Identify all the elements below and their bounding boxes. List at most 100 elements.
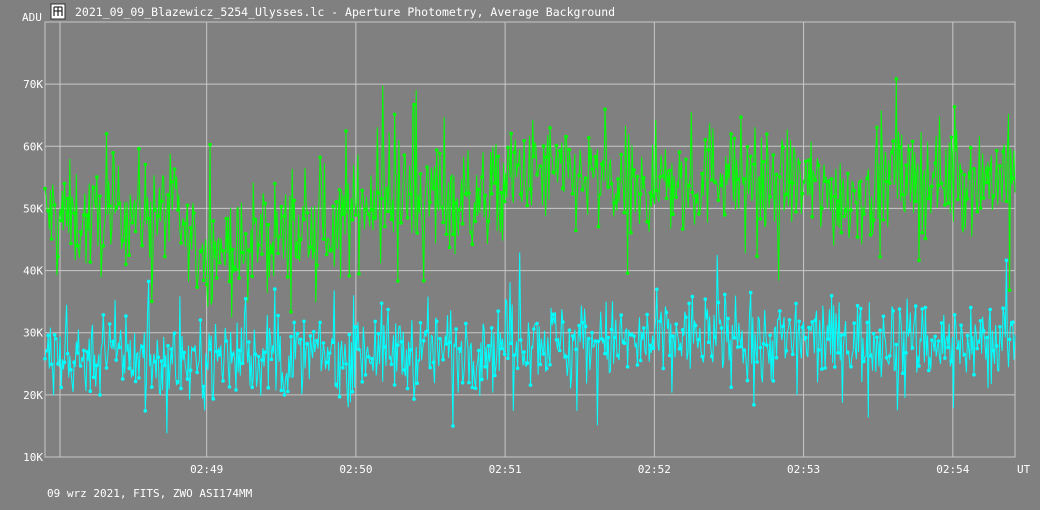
data-point bbox=[428, 365, 433, 370]
data-point bbox=[781, 324, 785, 329]
data-point bbox=[726, 164, 730, 168]
data-point bbox=[564, 134, 568, 139]
data-point bbox=[933, 334, 937, 339]
data-point bbox=[823, 179, 827, 184]
y-tick-label: 30K bbox=[23, 327, 43, 340]
data-point bbox=[541, 144, 546, 148]
data-point bbox=[107, 322, 112, 326]
data-point bbox=[256, 354, 261, 359]
data-point bbox=[994, 344, 999, 348]
data-point bbox=[723, 212, 727, 217]
data-point bbox=[593, 339, 598, 343]
data-point bbox=[65, 351, 70, 356]
data-point bbox=[612, 335, 617, 340]
data-point bbox=[858, 179, 863, 184]
data-point bbox=[981, 196, 986, 200]
data-point bbox=[667, 168, 672, 173]
data-point bbox=[418, 321, 423, 325]
footer-info: 09 wrz 2021, FITS, ZWO ASI174MM bbox=[47, 487, 253, 500]
data-point bbox=[353, 213, 358, 217]
data-point bbox=[732, 136, 737, 141]
data-point bbox=[667, 353, 672, 358]
data-point bbox=[897, 307, 902, 311]
data-point bbox=[548, 363, 552, 367]
data-point bbox=[732, 336, 737, 340]
data-point bbox=[441, 357, 445, 362]
data-point bbox=[318, 320, 322, 325]
data-point bbox=[710, 354, 714, 359]
data-point bbox=[486, 219, 491, 224]
data-point bbox=[871, 331, 876, 336]
data-point bbox=[829, 294, 834, 298]
plot-frame bbox=[44, 21, 1016, 458]
data-point bbox=[454, 327, 458, 331]
data-point bbox=[159, 199, 164, 204]
data-point bbox=[739, 115, 743, 119]
data-point bbox=[473, 219, 478, 224]
data-point bbox=[690, 190, 695, 195]
data-point bbox=[522, 350, 526, 354]
data-point bbox=[460, 222, 465, 226]
data-point bbox=[962, 352, 967, 357]
data-point bbox=[470, 385, 475, 390]
data-point bbox=[752, 162, 756, 167]
data-point bbox=[224, 216, 229, 221]
data-point bbox=[344, 129, 348, 133]
data-point bbox=[522, 139, 526, 143]
data-point bbox=[91, 185, 96, 190]
data-point bbox=[862, 212, 866, 216]
data-point bbox=[606, 335, 610, 340]
data-point bbox=[431, 187, 436, 191]
data-point bbox=[800, 191, 805, 196]
data-point bbox=[635, 174, 640, 179]
data-point bbox=[172, 167, 177, 171]
x-tick-label: 02:51 bbox=[489, 463, 522, 476]
data-point bbox=[784, 349, 789, 353]
data-point bbox=[347, 332, 352, 337]
data-point bbox=[849, 364, 853, 369]
data-point bbox=[269, 250, 274, 254]
data-point bbox=[684, 315, 688, 320]
data-point bbox=[959, 323, 963, 328]
data-point bbox=[671, 212, 675, 216]
data-point bbox=[596, 339, 601, 344]
y-tick-label: 70K bbox=[23, 78, 43, 91]
data-point bbox=[609, 327, 614, 332]
data-point bbox=[188, 368, 193, 373]
data-point bbox=[276, 251, 280, 256]
data-point bbox=[580, 320, 585, 325]
data-point bbox=[661, 174, 666, 178]
data-point bbox=[975, 346, 979, 351]
data-point bbox=[480, 377, 484, 382]
data-point bbox=[674, 322, 678, 326]
grid bbox=[44, 21, 1016, 458]
data-point bbox=[273, 287, 277, 291]
data-point bbox=[405, 386, 410, 391]
data-point bbox=[88, 389, 93, 394]
data-point bbox=[878, 328, 882, 333]
data-point bbox=[434, 148, 439, 152]
data-point bbox=[205, 362, 209, 367]
data-point bbox=[567, 328, 572, 333]
data-point bbox=[787, 318, 792, 322]
data-point bbox=[920, 307, 924, 311]
data-point bbox=[904, 163, 908, 168]
data-point bbox=[334, 382, 339, 387]
data-point bbox=[878, 254, 882, 259]
data-point bbox=[237, 348, 241, 353]
data-point bbox=[684, 157, 688, 162]
data-point bbox=[211, 219, 216, 223]
data-point bbox=[842, 214, 847, 219]
data-point bbox=[389, 362, 394, 367]
data-point bbox=[114, 358, 118, 362]
data-point bbox=[62, 181, 67, 186]
data-point bbox=[1007, 288, 1012, 293]
data-point bbox=[962, 173, 967, 177]
series-2 bbox=[43, 252, 1016, 434]
data-point bbox=[334, 200, 339, 204]
data-point bbox=[625, 271, 630, 275]
data-point bbox=[85, 213, 89, 217]
data-point bbox=[978, 206, 983, 210]
data-point bbox=[901, 192, 905, 197]
